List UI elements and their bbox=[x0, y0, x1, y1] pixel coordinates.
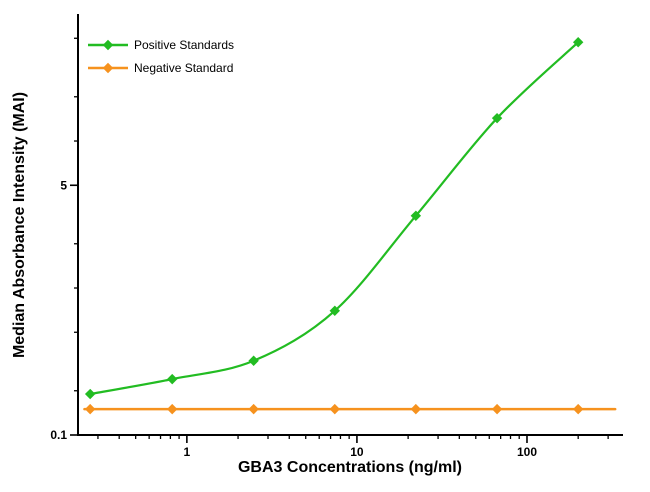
data-point-marker bbox=[167, 373, 178, 385]
series-positive-standards bbox=[84, 37, 584, 400]
x-tick-label: 10 bbox=[350, 445, 364, 459]
series-negative-standard bbox=[83, 403, 617, 415]
series-layer bbox=[83, 37, 617, 415]
data-point-marker bbox=[84, 388, 96, 400]
legend-label: Negative Standard bbox=[134, 61, 233, 75]
x-tick-label: 100 bbox=[517, 445, 537, 459]
x-tick-label: 1 bbox=[184, 445, 191, 459]
data-point-marker bbox=[329, 305, 340, 316]
data-point-marker bbox=[167, 403, 178, 415]
data-point-marker bbox=[248, 355, 259, 366]
legend-label: Positive Standards bbox=[134, 38, 234, 52]
series-line bbox=[89, 41, 580, 396]
data-point-marker bbox=[329, 403, 340, 415]
x-axis-title: GBA3 Concentrations (ng/ml) bbox=[238, 459, 462, 476]
data-point-marker bbox=[410, 210, 422, 221]
data-point-marker bbox=[84, 403, 96, 415]
y-tick-label: 5 bbox=[60, 178, 67, 192]
data-point-marker bbox=[248, 403, 259, 415]
legend: Positive Standards Negative Standard bbox=[88, 38, 234, 75]
legend-item: Negative Standard bbox=[88, 61, 233, 75]
legend-marker-swatch bbox=[102, 39, 114, 51]
y-axis-title: Median Absorbance Intensity (MAI) bbox=[11, 92, 28, 358]
legend-item: Positive Standards bbox=[88, 38, 234, 52]
y-tick-label: 0.1 bbox=[50, 428, 67, 442]
axis-frame bbox=[77, 14, 623, 436]
axes: 1 10 100 0.1 5 bbox=[50, 14, 623, 459]
legend-marker-swatch bbox=[102, 62, 114, 74]
data-point-marker bbox=[572, 403, 584, 415]
data-point-marker bbox=[491, 112, 503, 124]
data-point-marker bbox=[410, 403, 422, 415]
data-point-marker bbox=[491, 403, 503, 415]
data-point-marker bbox=[572, 37, 584, 48]
